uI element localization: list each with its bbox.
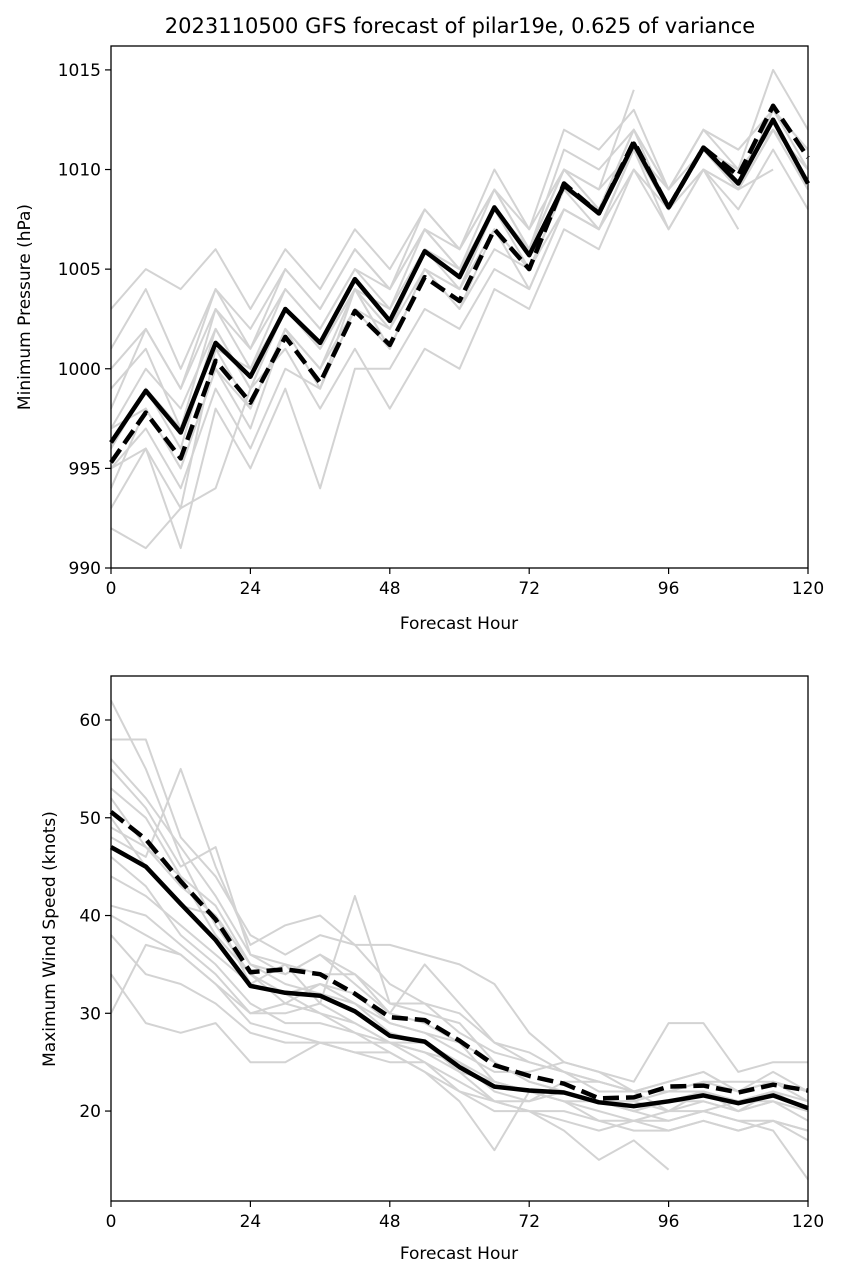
pressure-axes-frame [110,45,809,569]
wind-x-tick-label: 24 [240,1212,262,1232]
pressure-ensemble-member-line [110,128,809,470]
pressure-x-tick-label: 72 [518,579,540,599]
pressure-x-tick-label: 24 [240,579,262,599]
wind-x-tick-label: 48 [379,1212,401,1232]
pressure-y-tick-label: 1010 [58,161,101,181]
pressure-y-ticks: 990 995 1000 1005 1010 1015 [58,61,111,579]
pressure-weighted-mean-line [109,103,810,464]
pressure-y-tick-label: 1005 [58,260,101,280]
wind-ensemble-member-line [110,914,809,1132]
wind-y-tick-label: 20 [79,1102,101,1122]
pressure-series-group [109,68,810,550]
wind-y-ticks: 20 30 40 50 60 [79,711,111,1122]
wind-ensemble-member-line [110,826,774,1113]
wind-weighted-mean-line [109,810,809,1101]
wind-x-ticks: 0 24 48 72 96 120 [106,1201,824,1232]
wind-ensemble-member-line [110,856,809,1152]
wind-ensemble-member-line [111,738,808,1083]
pressure-y-tick-label: 990 [69,559,101,579]
wind-panel: 0 24 48 72 96 120 20 30 40 50 60 Forecast Hour Ma… [40,675,824,1264]
wind-x-axis-label: Forecast Hour [400,1244,518,1264]
pressure-mean-line [109,117,810,444]
wind-ensemble-member-line [110,758,809,1093]
wind-mean-line [109,845,809,1111]
pressure-panel: 2023110500 GFS forecast of pilar19e, 0.6… [15,14,824,634]
wind-x-tick-label: 120 [792,1212,824,1232]
wind-x-tick-label: 96 [658,1212,680,1232]
wind-x-tick-label: 0 [106,1212,117,1232]
wind-y-tick-label: 30 [79,1004,101,1024]
pressure-x-tick-label: 0 [106,579,117,599]
wind-x-tick-label: 72 [518,1212,540,1232]
pressure-x-ticks: 0 24 48 72 96 120 [106,568,824,599]
wind-ensemble-member-line [110,768,809,1103]
wind-y-tick-label: 60 [79,711,101,731]
pressure-y-tick-label: 1015 [58,61,101,81]
pressure-x-tick-label: 120 [792,579,824,599]
pressure-x-tick-label: 96 [658,579,680,599]
wind-series-group [109,699,809,1181]
chart-title: 2023110500 GFS forecast of pilar19e, 0.6… [165,14,755,38]
pressure-y-tick-label: 1000 [58,360,101,380]
pressure-x-axis-label: Forecast Hour [400,614,518,634]
pressure-x-tick-label: 48 [379,579,401,599]
wind-ensemble-member-line [110,797,809,1103]
pressure-ensemble-member-line [110,108,809,430]
pressure-y-tick-label: 995 [69,459,101,479]
wind-y-tick-label: 40 [79,907,101,927]
wind-axes-frame [110,675,809,1202]
pressure-y-axis-label: Minimum Pressure (hPa) [15,204,35,410]
pressure-ensemble-member-line [110,89,635,370]
wind-y-axis-label: Maximum Wind Speed (knots) [40,811,60,1067]
wind-y-tick-label: 50 [79,809,101,829]
